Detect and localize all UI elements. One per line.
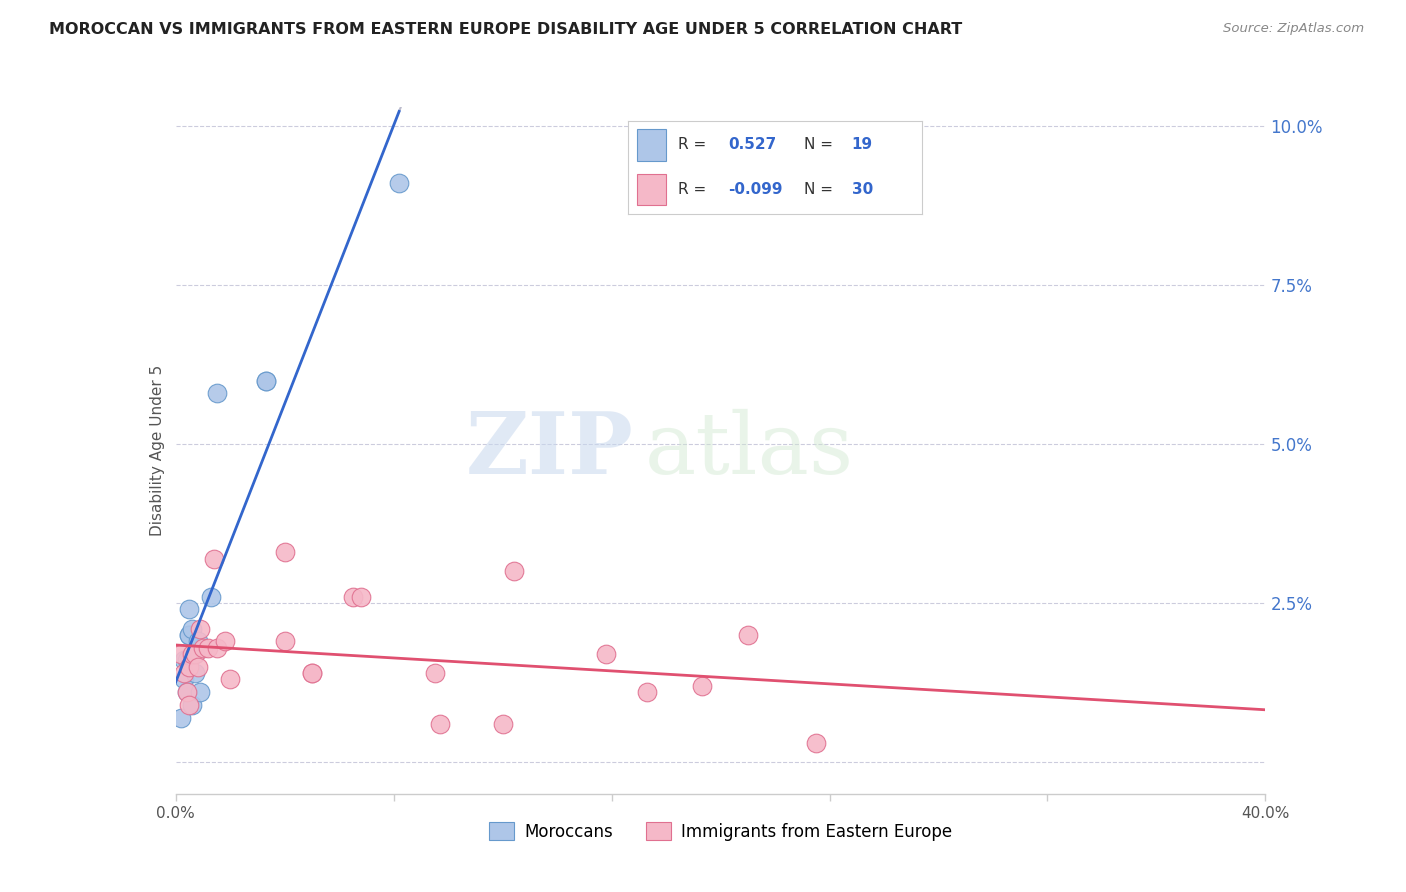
Point — [173, 653, 195, 667]
Point — [179, 628, 201, 642]
Point — [254, 374, 277, 388]
Point — [179, 628, 201, 642]
Point — [301, 666, 323, 681]
Point — [254, 374, 277, 388]
Point — [179, 659, 201, 673]
Point — [595, 647, 617, 661]
Point — [186, 659, 209, 673]
Text: R =: R = — [678, 137, 706, 153]
Point — [197, 640, 219, 655]
Point — [170, 710, 193, 724]
Point — [184, 647, 207, 661]
Point — [176, 685, 198, 699]
Text: 19: 19 — [852, 137, 873, 153]
Point — [301, 666, 323, 681]
Text: R =: R = — [678, 182, 706, 197]
Point — [205, 640, 228, 655]
Point — [173, 666, 195, 681]
Point — [181, 647, 204, 661]
Text: MOROCCAN VS IMMIGRANTS FROM EASTERN EUROPE DISABILITY AGE UNDER 5 CORRELATION CH: MOROCCAN VS IMMIGRANTS FROM EASTERN EURO… — [49, 22, 963, 37]
Point — [179, 602, 201, 616]
Bar — [637, 174, 666, 205]
Text: -0.099: -0.099 — [728, 182, 783, 197]
Point — [184, 666, 207, 681]
Point — [173, 673, 195, 687]
Point — [804, 736, 827, 750]
Point — [181, 698, 204, 712]
Point — [429, 717, 451, 731]
Point — [176, 685, 198, 699]
Point — [191, 640, 214, 655]
Point — [202, 551, 225, 566]
Point — [636, 685, 658, 699]
Text: N =: N = — [804, 182, 834, 197]
Legend: Moroccans, Immigrants from Eastern Europe: Moroccans, Immigrants from Eastern Europ… — [482, 815, 959, 847]
Point — [388, 177, 411, 191]
Point — [690, 679, 713, 693]
Point — [274, 634, 297, 648]
Point — [170, 647, 193, 661]
Point — [205, 386, 228, 401]
Point — [502, 564, 524, 578]
Point — [423, 666, 446, 681]
Point — [274, 545, 297, 559]
Point — [219, 673, 242, 687]
Point — [350, 590, 373, 604]
Point — [188, 685, 211, 699]
Point — [214, 634, 236, 648]
Text: ZIP: ZIP — [465, 409, 633, 492]
Point — [188, 622, 211, 636]
Point — [181, 622, 204, 636]
Text: 0.527: 0.527 — [728, 137, 776, 153]
Text: 30: 30 — [852, 182, 873, 197]
Text: N =: N = — [804, 137, 834, 153]
Bar — [637, 129, 666, 161]
Point — [200, 590, 222, 604]
Point — [176, 653, 198, 667]
Text: Source: ZipAtlas.com: Source: ZipAtlas.com — [1223, 22, 1364, 36]
Point — [186, 634, 209, 648]
Text: atlas: atlas — [644, 409, 853, 492]
Point — [179, 698, 201, 712]
Y-axis label: Disability Age Under 5: Disability Age Under 5 — [149, 365, 165, 536]
Point — [737, 628, 759, 642]
Point — [492, 717, 515, 731]
Point — [184, 647, 207, 661]
Point — [342, 590, 364, 604]
